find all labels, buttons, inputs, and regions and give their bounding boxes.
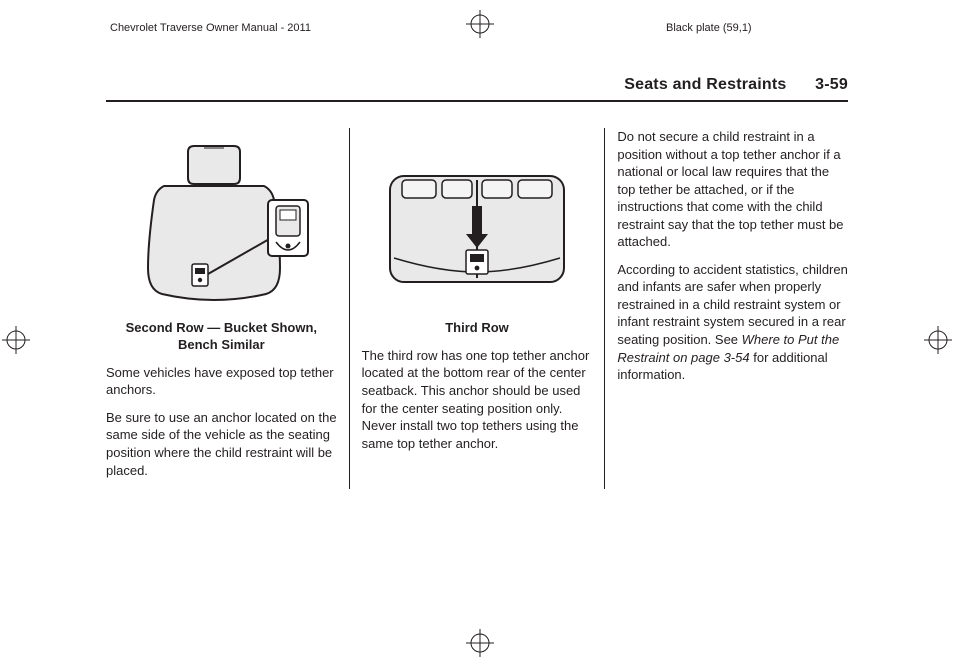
header-rule bbox=[106, 100, 848, 102]
caption-line: Bench Similar bbox=[178, 337, 265, 352]
body-paragraph: Be sure to use an anchor located on the … bbox=[106, 409, 337, 479]
body-paragraph: Do not secure a child restraint in a pos… bbox=[617, 128, 848, 251]
registration-mark-icon bbox=[2, 326, 30, 359]
content-columns: Second Row — Bucket Shown, Bench Similar… bbox=[106, 128, 848, 489]
registration-mark-icon bbox=[466, 629, 494, 662]
column-2: Third Row The third row has one top teth… bbox=[349, 128, 605, 489]
registration-mark-icon bbox=[466, 10, 494, 43]
running-head: Seats and Restraints 3-59 bbox=[624, 76, 848, 94]
figure-caption: Third Row bbox=[362, 320, 593, 337]
figure-third-row-seat bbox=[372, 140, 582, 310]
column-3: Do not secure a child restraint in a pos… bbox=[604, 128, 848, 489]
doc-title: Chevrolet Traverse Owner Manual - 2011 bbox=[110, 22, 311, 34]
body-paragraph: According to accident statistics, childr… bbox=[617, 261, 848, 384]
section-title: Seats and Restraints bbox=[624, 76, 786, 93]
page-number: 3-59 bbox=[815, 76, 848, 93]
body-paragraph: Some vehicles have exposed top tether an… bbox=[106, 364, 337, 399]
page: Chevrolet Traverse Owner Manual - 2011 B… bbox=[0, 0, 954, 668]
column-1: Second Row — Bucket Shown, Bench Similar… bbox=[106, 128, 349, 489]
registration-mark-icon bbox=[924, 326, 952, 359]
caption-line: Second Row — Bucket Shown, bbox=[126, 320, 317, 335]
body-paragraph: The third row has one top tether anchor … bbox=[362, 347, 593, 452]
figure-second-row-seat bbox=[116, 140, 326, 310]
figure-caption: Second Row — Bucket Shown, Bench Similar bbox=[106, 320, 337, 354]
plate-label: Black plate (59,1) bbox=[666, 22, 752, 34]
